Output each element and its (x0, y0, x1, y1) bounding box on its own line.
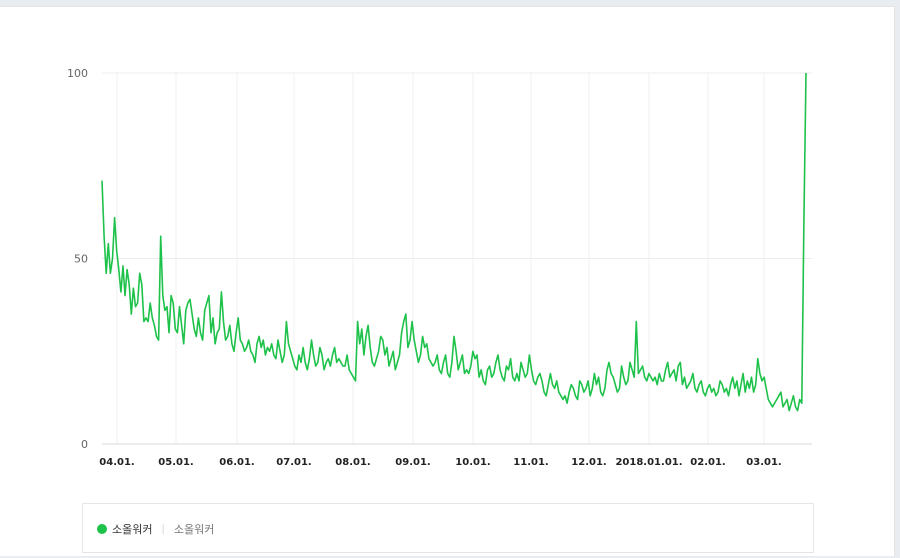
legend-box: 소올워커 | 소올워커 (82, 503, 814, 553)
x-tick-label: 05.01. (158, 457, 193, 468)
x-tick-label: 03.01. (746, 457, 781, 468)
x-tick-label: 09.01. (395, 457, 430, 468)
legend-separator: | (161, 523, 165, 535)
legend-series-label: 소올워커 (112, 523, 153, 536)
legend-series-dot (97, 524, 107, 534)
x-tick-label: 12.01. (571, 457, 606, 468)
x-tick-label: 10.01. (455, 457, 490, 468)
x-tick-label: 02.01. (690, 457, 725, 468)
series-line (101, 72, 807, 412)
x-tick-label: 07.01. (276, 457, 311, 468)
y-tick-label: 0 (81, 438, 88, 451)
legend-series-sublabel: 소올워커 (173, 523, 215, 536)
chart-card: 04.01. 05.01. 06.01. 07.01. 08.01. 09.01. 10.0… (0, 6, 895, 556)
x-tick-label: 2018.01.01. (615, 457, 682, 468)
x-tick-label: 08.01. (335, 457, 370, 468)
line-chart: 04.01. 05.01. 06.01. 07.01. 08.01. 09.01. 10.0… (67, 67, 812, 468)
x-tick-label: 11.01. (513, 457, 548, 468)
x-tick-label: 04.01. (99, 457, 134, 468)
y-tick-label: 100 (67, 67, 88, 80)
legend-item[interactable]: 소올워커 | 소올워커 (97, 521, 214, 537)
x-tick-label: 06.01. (219, 457, 254, 468)
y-tick-label: 50 (74, 253, 88, 266)
